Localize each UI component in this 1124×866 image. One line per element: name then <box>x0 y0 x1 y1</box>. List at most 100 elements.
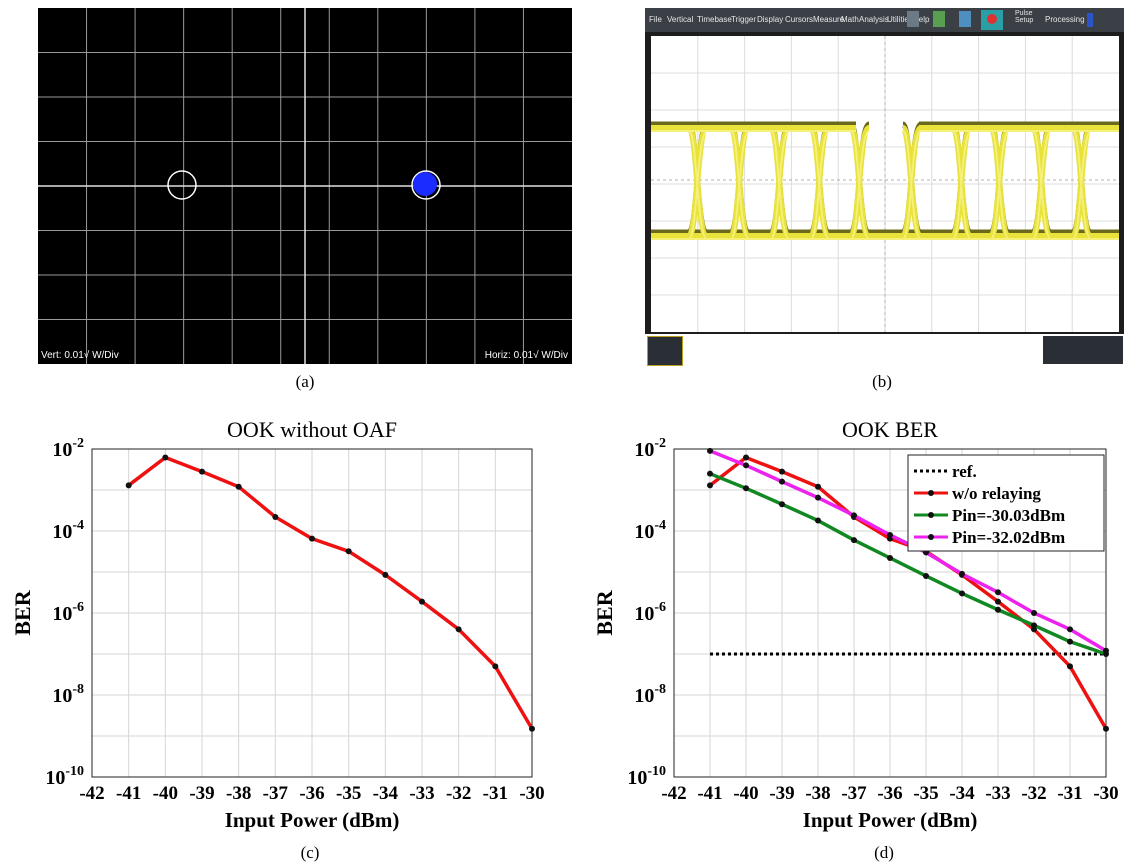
symbol-zero-marker <box>167 170 197 200</box>
caption-b: (b) <box>872 372 892 391</box>
processing-button[interactable]: Processing <box>1045 15 1085 24</box>
toolbar-icon[interactable] <box>959 11 971 27</box>
data-point <box>779 478 785 485</box>
x-tick-label: -30 <box>519 783 544 804</box>
x-tick-label: -33 <box>409 783 434 804</box>
y-tick-label: 10-10 <box>627 764 666 789</box>
x-tick-label: -36 <box>299 783 324 804</box>
menu-item[interactable]: Display <box>757 15 784 24</box>
series-line <box>709 472 1107 656</box>
x-tick-label: -38 <box>226 783 251 804</box>
x-tick-label: -34 <box>949 783 975 804</box>
x-tick-label: -36 <box>877 783 902 804</box>
menu-item[interactable]: Math <box>841 15 859 24</box>
menu-item[interactable]: Help <box>913 15 930 24</box>
caption-c: (c) <box>300 843 320 862</box>
data-point <box>707 482 713 489</box>
x-tick-label: -40 <box>733 783 758 804</box>
data-point <box>492 663 499 670</box>
y-tick-label: 10-4 <box>52 518 84 543</box>
data-point <box>743 454 749 461</box>
menu-item[interactable]: Utilities <box>887 15 913 24</box>
menu-item[interactable]: Timebase <box>697 15 732 24</box>
data-point <box>743 485 749 492</box>
x-tick-label: -35 <box>913 783 938 804</box>
oscilloscope-status-bar <box>645 334 1124 366</box>
eye-diagram <box>651 36 1119 332</box>
data-point <box>235 483 242 490</box>
data-point <box>1103 647 1109 654</box>
data-point <box>779 468 785 475</box>
channel-info-box[interactable] <box>647 336 683 366</box>
x-tick-label: -31 <box>483 783 508 804</box>
chart-title: OOK BER <box>842 417 938 442</box>
oscilloscope-screen <box>651 36 1119 332</box>
data-point <box>199 468 205 475</box>
data-point <box>529 725 535 732</box>
processing-indicator-icon <box>1087 13 1093 27</box>
toolbar-icon[interactable] <box>933 11 945 27</box>
y-tick-label: 10-10 <box>45 764 84 789</box>
x-tick-label: -32 <box>1021 783 1046 804</box>
data-point <box>419 598 425 605</box>
data-point <box>382 571 389 578</box>
data-point <box>743 462 749 469</box>
ber-chart-without-oaf: OOK without OAF-42 -41 -40 -39 -38 -37 -36 -35-… <box>10 417 545 832</box>
data-point <box>815 494 821 501</box>
x-tick-label: -39 <box>769 783 794 804</box>
timebase-info-box[interactable] <box>1043 336 1123 364</box>
data-point <box>815 483 821 490</box>
x-tick-label: -35 <box>336 783 361 804</box>
data-point <box>959 590 965 597</box>
menu-item[interactable]: Measure <box>813 15 845 24</box>
data-point <box>815 517 821 524</box>
data-point <box>851 537 857 544</box>
menu-item[interactable]: Analysis <box>859 15 889 24</box>
data-point <box>707 470 713 477</box>
x-tick-label: -33 <box>985 783 1010 804</box>
y-tick-label: 10-2 <box>52 436 84 461</box>
legend-label: ref. <box>952 462 977 481</box>
legend-label: Pin=-32.02dBm <box>952 528 1065 547</box>
menu-item[interactable]: File <box>649 15 662 24</box>
symbol-one-cluster <box>413 172 437 196</box>
data-point <box>995 589 1001 596</box>
oscilloscope-menubar: File Vertical Timebase Trigger Display C… <box>645 8 1124 32</box>
constellation-grid <box>38 8 572 364</box>
data-point <box>887 531 893 538</box>
data-point <box>959 570 965 577</box>
horizontal-scale-label: Horiz: 0.01√ W/Div <box>484 350 568 361</box>
legend-label: w/o relaying <box>952 484 1041 503</box>
data-point <box>309 535 315 542</box>
menu-item[interactable]: Cursors <box>785 15 814 24</box>
data-point <box>272 513 279 520</box>
data-point <box>923 572 929 579</box>
record-icon <box>987 14 997 24</box>
grid <box>91 448 533 778</box>
y-tick-label: 10-6 <box>634 600 666 625</box>
data-point <box>1067 626 1073 633</box>
menu-item[interactable]: Vertical <box>667 15 694 24</box>
data-point <box>887 554 893 561</box>
x-tick-label: -30 <box>1093 783 1118 804</box>
pulse-setup-button[interactable]: Pulse Setup <box>1015 10 1034 24</box>
stop-button[interactable] <box>981 10 1003 30</box>
x-tick-label: -37 <box>841 783 867 804</box>
x-tick-label: -31 <box>1057 783 1082 804</box>
y-tick-label: 10-2 <box>634 436 666 461</box>
ook-ber-chart: OOK BER -42 -41 -40 -39 -38 -37 -36 -35 -34 -33 -32… <box>592 417 1119 832</box>
y-axis-label: BER <box>10 589 35 635</box>
constellation-panel: Vert: 0.01√ W/Div Horiz: 0.01√ W/Div <box>38 8 572 364</box>
data-point <box>162 454 169 461</box>
menu-item[interactable]: Trigger <box>731 15 757 24</box>
oscilloscope-panel: File Vertical Timebase Trigger Display C… <box>645 8 1124 366</box>
symbol-one-marker <box>411 170 441 200</box>
data-point <box>455 626 462 633</box>
series-line <box>127 455 534 730</box>
x-tick-label: -39 <box>189 783 214 804</box>
data-point <box>779 501 785 508</box>
data-point <box>995 606 1001 613</box>
caption-a: (a) <box>295 372 315 391</box>
x-axis-label: Input Power (dBm) <box>225 808 400 832</box>
toolbar-icon[interactable] <box>907 11 919 27</box>
